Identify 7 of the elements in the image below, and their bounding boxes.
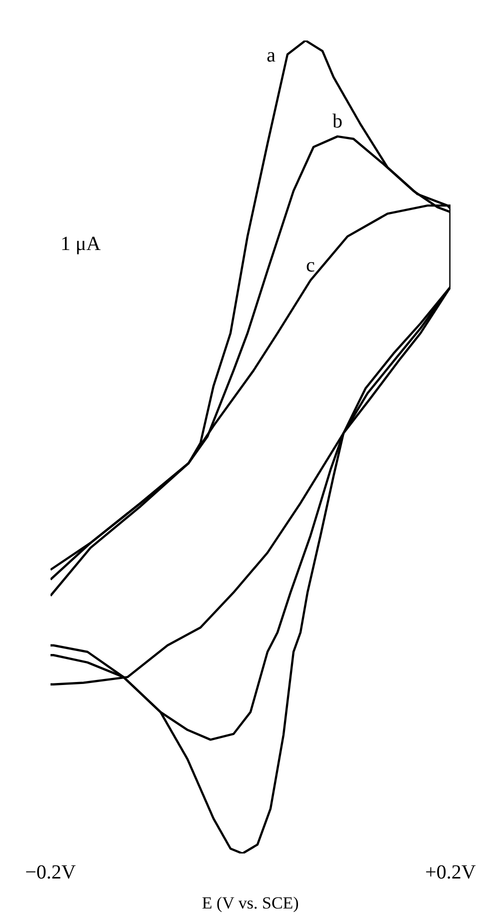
series-label: b — [332, 110, 342, 132]
series-label: a — [266, 44, 276, 66]
annotation: 1 μA — [60, 232, 102, 255]
series-label: c — [306, 254, 316, 276]
x-tick-label: −0.2V — [25, 862, 76, 884]
x-axis-title: E (V vs. SCE) — [202, 894, 299, 912]
x-tick-label: +0.2V — [425, 862, 476, 884]
